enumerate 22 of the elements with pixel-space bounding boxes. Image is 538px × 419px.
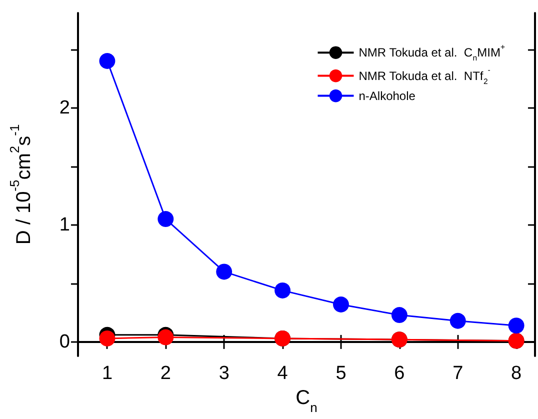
y-tick-label: 1 [59,214,70,236]
point [274,282,291,298]
x-tick-label: 7 [452,363,464,384]
point [216,264,232,280]
point [391,307,408,324]
x-tick-label: 8 [511,363,522,384]
y-tick-label: 0 [59,331,70,352]
point [508,318,524,334]
x-tick-label: 5 [336,363,346,384]
y-axis-title: D / 10-5cm2s-1 [7,124,35,245]
point [158,211,174,228]
x-tick-label: 4 [277,363,288,384]
x-tick-label: 3 [218,363,230,384]
legend-label: n-Alkohole [358,88,416,103]
y-tick-label: 2 [59,97,70,118]
x-tick-label: 1 [102,363,113,384]
point [450,312,466,329]
point [332,296,349,312]
x-tick-label: 6 [394,363,405,384]
x-tick-label: 2 [160,363,171,384]
point [99,53,116,69]
point [99,330,116,346]
